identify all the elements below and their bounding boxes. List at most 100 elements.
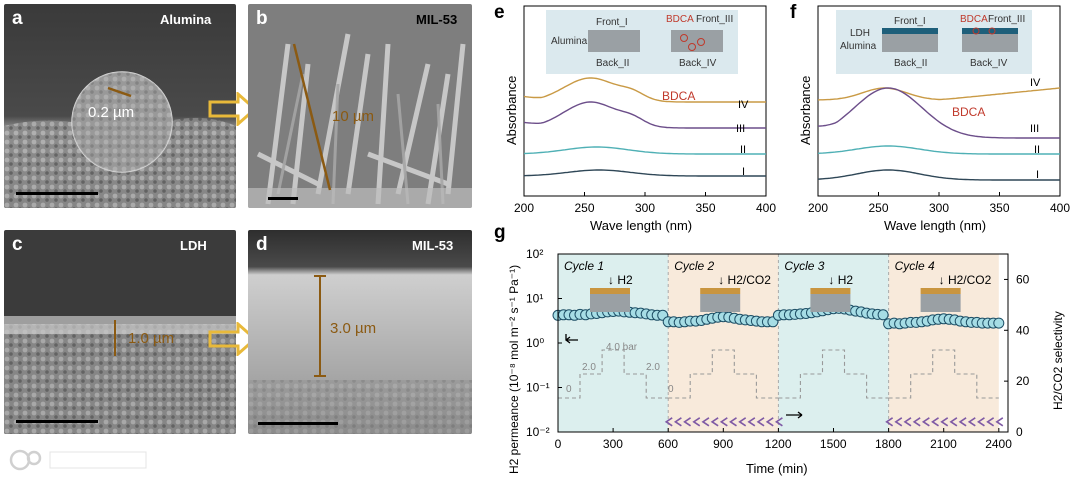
panel-f-inset-front1: Front_I bbox=[894, 16, 926, 27]
panel-b-sem-image: b MIL-53 10 µm bbox=[248, 4, 472, 208]
panel-f-label-ii: II bbox=[1034, 144, 1040, 156]
panel-e-inset: Front_I Alumina BDCA Front_III Back_II B… bbox=[546, 10, 738, 74]
panel-g-ytick-left-label: 10⁰ bbox=[526, 336, 544, 350]
panel-f-curve-ii bbox=[817, 145, 1060, 155]
panel-d-measure: 3.0 µm bbox=[330, 320, 377, 337]
panel-g-selectivity-point bbox=[664, 417, 673, 427]
panel-g-selectivity-point bbox=[756, 417, 765, 427]
panel-g-selectivity-point bbox=[701, 417, 710, 427]
arrow-a-to-b bbox=[208, 92, 258, 126]
panel-f-inset-back4: Back_IV bbox=[970, 58, 1008, 69]
panel-e-xtick-label: 350 bbox=[696, 201, 716, 215]
panel-g-cycle-label-4: Cycle 4 bbox=[895, 259, 935, 273]
panel-f-label-iv: IV bbox=[1030, 77, 1041, 89]
panel-g-cycle-gas-1: ↓ H2 bbox=[608, 273, 633, 287]
panel-g-ytick-left-label: 10¹ bbox=[526, 292, 543, 306]
panel-g-selectivity-point bbox=[683, 417, 692, 427]
panel-f-ylabel: Absorbance bbox=[798, 76, 813, 145]
panel-g-membrane-support-icon bbox=[810, 294, 851, 312]
panel-g-xtick-label: 1800 bbox=[875, 437, 902, 451]
panel-e-inset-front3: Front_III bbox=[696, 14, 733, 25]
panel-e-xtick-label: 300 bbox=[635, 201, 655, 215]
panel-g-membrane-layer-icon bbox=[810, 288, 851, 294]
panel-g-xtick-label: 900 bbox=[713, 437, 733, 451]
panel-b-title: MIL-53 bbox=[416, 12, 458, 27]
panel-g-selectivity-point bbox=[949, 417, 958, 427]
panel-g-membrane-support-icon bbox=[590, 294, 630, 312]
watermark-logo-graphic bbox=[9, 449, 147, 471]
panel-e-label-iv: IV bbox=[738, 99, 749, 111]
panel-g-membrane-layer-icon bbox=[700, 288, 741, 294]
panel-g-ytick-left-label: 10² bbox=[526, 247, 543, 261]
panel-d-title: MIL-53 bbox=[412, 238, 454, 253]
panel-g-selectivity-point bbox=[747, 417, 756, 427]
panel-e-xlabel: Wave length (nm) bbox=[590, 218, 692, 233]
panel-g-selectivity-point bbox=[673, 417, 682, 427]
panel-g-cycle-label-2: Cycle 2 bbox=[674, 259, 714, 273]
panel-g-selectivity-point bbox=[977, 417, 985, 427]
panel-g-pressure-2a: 2.0 bbox=[582, 362, 596, 373]
panel-e-spectra: Front_I Alumina BDCA Front_III Back_II B… bbox=[504, 5, 776, 233]
panel-f-xticks: 200 250 300 350 400 bbox=[808, 192, 1070, 215]
panel-d-letter: d bbox=[256, 234, 268, 255]
panel-e-label-ii: II bbox=[740, 144, 746, 156]
panel-e-curve-i bbox=[523, 169, 766, 177]
panel-f-inset-front3: Front_III bbox=[988, 14, 1025, 25]
panel-g-selectivity-point bbox=[894, 417, 903, 427]
panel-f-curve-iii bbox=[817, 87, 1060, 139]
panel-g-membrane-support-icon bbox=[920, 294, 961, 312]
panel-g-selectivity-point bbox=[967, 417, 976, 427]
panel-a-title: Alumina bbox=[160, 12, 212, 27]
panel-g-membrane-layer-icon bbox=[920, 288, 961, 294]
panel-c-sem-image: c LDH 1.0 µm bbox=[4, 230, 236, 434]
panel-f-inset-bdca: BDCA bbox=[960, 14, 988, 25]
panel-e-inset-substrate: Alumina bbox=[551, 36, 588, 47]
panel-g-selectivity-point bbox=[986, 417, 995, 427]
panel-g-pressure-0b: 0 bbox=[668, 384, 674, 395]
panel-f-xtick-label: 350 bbox=[990, 201, 1010, 215]
panel-g-selectivity-point bbox=[710, 417, 719, 427]
panel-f-label-iii: III bbox=[1030, 123, 1039, 135]
panel-g-ytick-right-label: 40 bbox=[1016, 323, 1030, 337]
panel-g-ytick-right-label: 20 bbox=[1016, 374, 1030, 388]
panel-g-selectivity-point bbox=[729, 417, 737, 427]
panel-e-xtick-label: 400 bbox=[756, 201, 776, 215]
panel-a-scale-bar bbox=[16, 192, 98, 195]
panel-e-label-iii: III bbox=[736, 123, 745, 135]
panel-g-chart: 0 300 600 900 1200 1500 1800 2100 240010⁻²10⁻¹10… bbox=[507, 247, 1065, 476]
panel-g-selectivity-point bbox=[958, 417, 967, 427]
panel-g-xtick-label: 600 bbox=[658, 437, 678, 451]
panel-a-sem-image: a Alumina 0.2 µm bbox=[4, 4, 236, 208]
panel-g-pressure-4: 4.0 bar bbox=[606, 342, 638, 353]
panel-b-letter: b bbox=[256, 8, 268, 29]
panel-g-membrane-support-icon bbox=[700, 294, 741, 312]
watermark-logo bbox=[8, 448, 158, 479]
panel-g-selectivity-point bbox=[921, 417, 930, 427]
panel-g-selectivity-point bbox=[885, 417, 894, 427]
panel-g-cycle-band-4 bbox=[888, 254, 999, 432]
panel-g-ytick-left-label: 10⁻¹ bbox=[526, 381, 550, 395]
panel-g-xtick-label: 0 bbox=[555, 437, 562, 451]
panel-f-xtick-label: 200 bbox=[808, 201, 828, 215]
panel-c-letter: c bbox=[12, 234, 23, 255]
panel-g-selectivity-point bbox=[931, 417, 939, 427]
panel-g-xtick-label: 1500 bbox=[820, 437, 847, 451]
panel-c-micrograph bbox=[4, 230, 236, 434]
panel-g-selectivity-point bbox=[692, 417, 701, 427]
panel-g-cycle-labels: Cycle 1 ↓ H2 Cycle 2 ↓ H2/CO2 Cycle 3 ↓ H2 Cyc… bbox=[564, 259, 992, 312]
panel-g-selectivity-point bbox=[940, 417, 949, 427]
panel-g-cycle-band-2 bbox=[668, 254, 779, 432]
panel-f-xtick-label: 300 bbox=[929, 201, 949, 215]
panel-g-membrane-layer-icon bbox=[590, 288, 630, 294]
panel-e-letter: e bbox=[494, 2, 505, 23]
panel-g-pressure-2b: 2.0 bbox=[646, 362, 660, 373]
panel-c-measure: 1.0 µm bbox=[128, 330, 175, 347]
panel-d-scale-bar bbox=[258, 422, 338, 425]
panel-g-cycle-label-1: Cycle 1 bbox=[564, 259, 604, 273]
panel-e-xtick-label: 250 bbox=[575, 201, 595, 215]
panel-e-annotation: BDCA bbox=[662, 89, 695, 103]
panel-g-left-axis-arrow bbox=[565, 334, 578, 344]
panel-e-inset-front1: Front_I bbox=[596, 17, 628, 28]
panel-f-curve-i bbox=[817, 169, 1060, 181]
panel-f-xtick-label: 400 bbox=[1050, 201, 1070, 215]
